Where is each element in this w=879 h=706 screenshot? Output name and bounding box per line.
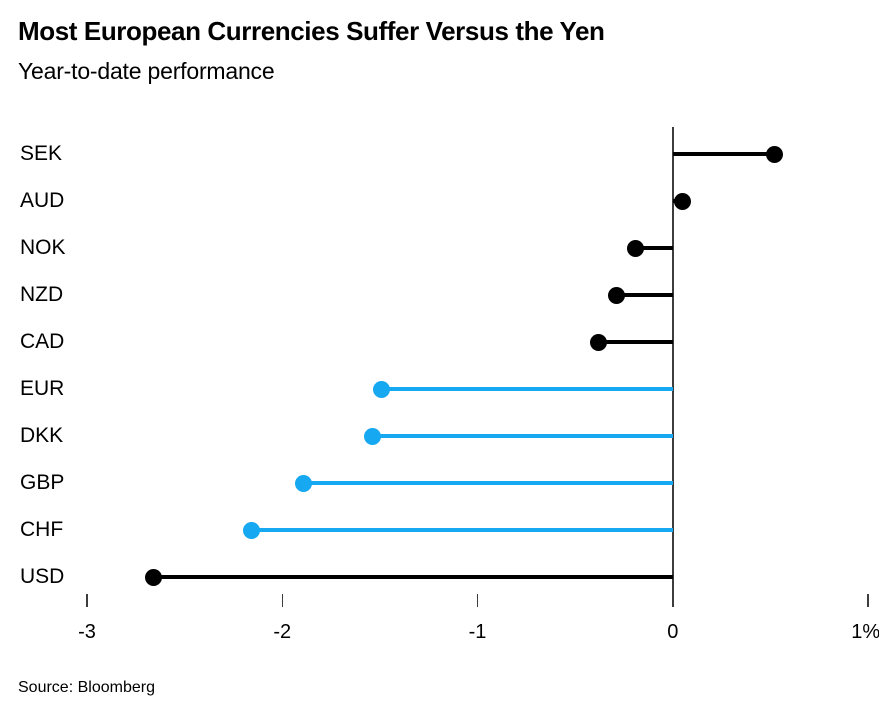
category-label: AUD — [20, 189, 65, 212]
data-point-dot — [674, 192, 691, 210]
data-point-dot — [607, 286, 625, 304]
category-label: SEK — [20, 142, 63, 165]
source-note: Source: Bloomberg — [18, 679, 155, 696]
category-label: NOK — [20, 236, 66, 259]
axis-tick-label: -2 — [273, 621, 292, 643]
data-point-stem — [372, 434, 673, 438]
axis-tick-label: -1 — [468, 621, 487, 643]
data-point-dot — [242, 521, 260, 539]
data-point-dot — [295, 474, 313, 492]
chart-subtitle: Year-to-date performance — [18, 58, 275, 84]
data-point-stem — [251, 528, 673, 532]
category-label: NZD — [20, 283, 64, 306]
axis-tick-label: 1% — [851, 621, 879, 643]
data-point-stem — [672, 152, 775, 156]
data-point-stem — [381, 387, 673, 391]
data-point-dot — [363, 427, 381, 445]
category-label: USD — [20, 565, 65, 588]
data-point-stem — [635, 246, 673, 250]
baseline-axis-line — [671, 127, 674, 607]
data-point-dot — [627, 239, 645, 257]
data-point-stem — [303, 481, 673, 485]
category-label: GBP — [20, 471, 65, 494]
data-point-stem — [153, 575, 673, 579]
category-label: EUR — [20, 377, 65, 400]
axis-tick — [86, 594, 88, 607]
data-point-stem — [598, 340, 673, 344]
axis-tick-label: 0 — [667, 621, 679, 643]
category-label: CAD — [20, 330, 65, 353]
data-point-stem — [616, 293, 673, 297]
chart-title: Most European Currencies Suffer Versus t… — [18, 16, 605, 46]
axis-tick-label: -3 — [78, 621, 96, 643]
data-point-dot — [144, 568, 162, 586]
data-point-dot — [373, 380, 391, 398]
axis-tick — [281, 594, 283, 607]
axis-tick — [672, 594, 674, 607]
axis-tick — [476, 594, 479, 607]
axis-tick — [867, 594, 869, 607]
category-label: DKK — [20, 424, 64, 447]
category-label: CHF — [20, 518, 64, 541]
data-point-dot — [765, 145, 783, 163]
data-point-dot — [590, 333, 608, 351]
